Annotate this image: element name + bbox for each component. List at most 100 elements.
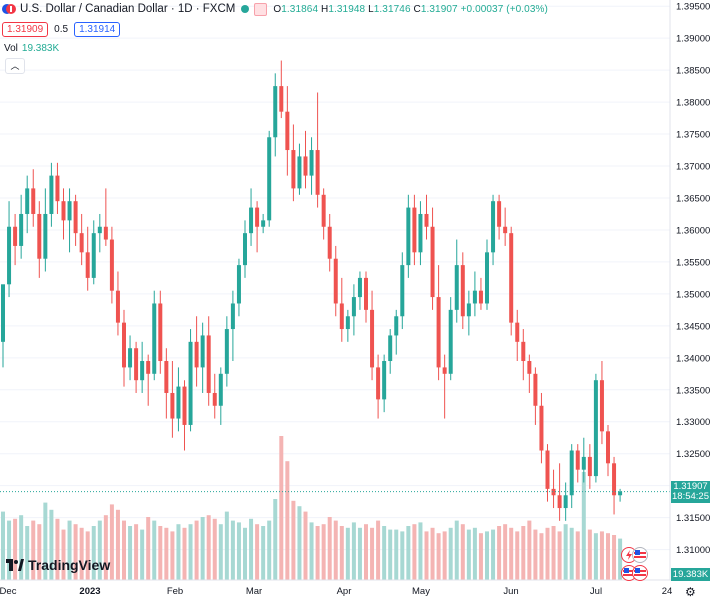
candle-body [394, 316, 399, 336]
candle-body [497, 201, 502, 227]
volume-bar [527, 520, 532, 580]
volume-bar [515, 531, 520, 580]
high-value: 1.31948 [328, 3, 366, 15]
last-price-value: 1.31907 [673, 481, 708, 492]
candle-body [533, 373, 538, 406]
volume-bar [1, 511, 5, 580]
volume-bar [569, 527, 574, 580]
settings-gear-icon[interactable]: ⚙ [685, 585, 696, 599]
candle-body [503, 226, 508, 234]
volume-bar [533, 529, 538, 580]
symbol-header: U.S. Dollar / Canadian Dollar · 1D · FXC… [0, 0, 548, 18]
volume-bar [230, 520, 235, 580]
trade-bar: 1.31909 0.5 1.31914 [2, 22, 121, 37]
price-tick-label: 1.35500 [676, 257, 710, 268]
us-flag-icon[interactable] [632, 565, 648, 581]
candle-body [176, 386, 181, 419]
time-tick-label: Mar [246, 586, 262, 597]
volume-bar [261, 526, 266, 580]
close-value: 1.31907 [420, 3, 458, 15]
candle-body [115, 290, 120, 323]
price-tick-label: 1.33500 [676, 385, 710, 396]
candle-body [575, 450, 580, 470]
volume-bar [497, 526, 502, 580]
candle-body [454, 265, 459, 310]
price-tick-label: 1.39500 [676, 2, 710, 13]
candle-body [581, 456, 586, 470]
candle-body [339, 303, 344, 330]
volume-bar [370, 527, 375, 580]
volume-bar [376, 520, 381, 580]
candle-body [200, 335, 205, 368]
volume-bar [49, 509, 54, 580]
symbol-title[interactable]: U.S. Dollar / Canadian Dollar · 1D · FXC… [20, 3, 236, 15]
price-tick-label: 1.32500 [676, 449, 710, 460]
volume-bar [158, 526, 163, 580]
volume-bar [339, 526, 344, 580]
volume-bar [545, 527, 550, 580]
volume-bar [13, 518, 18, 580]
price-tick-label: 1.31500 [676, 513, 710, 524]
volume-bar [91, 526, 96, 580]
volume-bar [182, 527, 187, 580]
candle-body [49, 175, 54, 214]
candle-body [569, 450, 574, 496]
candle-body [19, 213, 24, 246]
change-value: +0.00037 (+0.03%) [460, 3, 548, 15]
price-tick-label: 1.33000 [676, 417, 710, 428]
flag-icon[interactable] [254, 2, 268, 16]
candle-body [212, 392, 217, 406]
volume-bar [430, 527, 435, 580]
volume-bar [255, 524, 260, 580]
tradingview-logo-icon [6, 559, 24, 571]
volume-bar [152, 520, 157, 580]
volume-bar [267, 520, 272, 580]
volume-bar [581, 472, 586, 580]
volume-bar [557, 531, 562, 580]
volume-bars [1, 436, 623, 580]
us-flag-icon[interactable] [632, 547, 648, 563]
volume-bar [37, 524, 42, 580]
collapse-legend-button[interactable]: ︿ [5, 58, 25, 74]
volume-bar [212, 518, 217, 580]
volume-bar [303, 511, 308, 580]
volume-bar [73, 524, 78, 580]
volume-bar [19, 515, 24, 580]
volume-bar [115, 509, 120, 580]
candle-body [315, 150, 320, 195]
high-label: H [321, 3, 329, 15]
candle-body [103, 226, 108, 240]
candle-body [13, 226, 18, 246]
volume-label: Vol [4, 43, 18, 54]
candle-body [370, 309, 375, 368]
candle-body [194, 341, 199, 368]
volume-bar [297, 506, 302, 580]
candle-body [230, 303, 235, 330]
candle-body [521, 341, 526, 362]
candle-body [224, 329, 229, 374]
sell-button[interactable]: 1.31909 [2, 22, 49, 37]
volume-bar [25, 526, 30, 580]
time-tick-label: Jun [503, 586, 518, 597]
volume-bar [164, 527, 169, 580]
volume-bar [140, 529, 145, 580]
candle-body [460, 265, 465, 317]
candle-body [606, 431, 610, 464]
time-tick-label: May [412, 586, 430, 597]
volume-bar [394, 529, 399, 580]
candle-body [509, 233, 514, 323]
candle-body [442, 367, 447, 374]
candle-body [91, 233, 96, 278]
volume-bar [67, 520, 72, 580]
tradingview-logo[interactable]: TradingView [6, 557, 110, 573]
candle-body [612, 463, 617, 496]
buy-button[interactable]: 1.31914 [74, 22, 121, 37]
candle-body [430, 226, 435, 298]
candle-body [333, 258, 338, 304]
candle-body [448, 309, 453, 374]
candle-body [43, 213, 48, 259]
candle-body [364, 277, 368, 310]
candle-body [67, 201, 72, 221]
candle-body [527, 361, 532, 374]
